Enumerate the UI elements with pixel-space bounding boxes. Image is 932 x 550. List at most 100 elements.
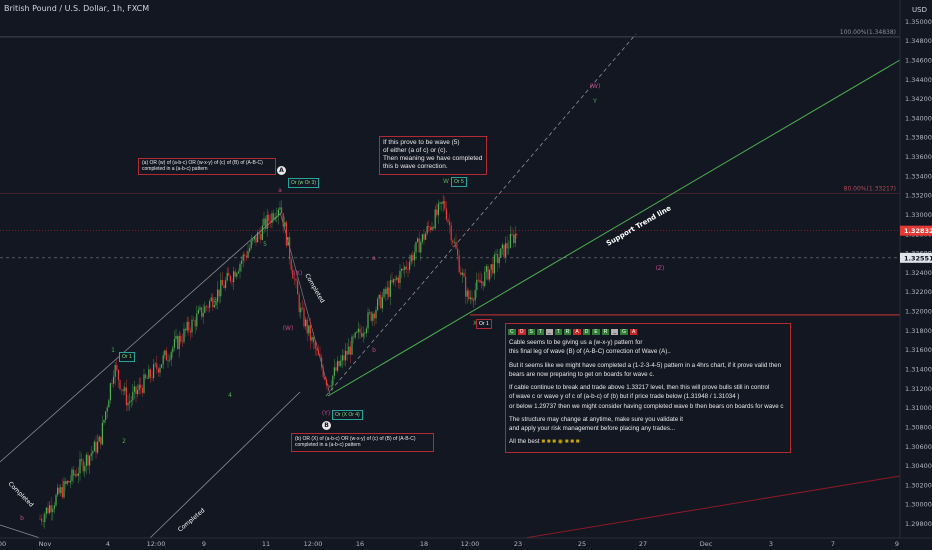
channel-lower-line <box>149 391 301 539</box>
candle-body <box>495 253 497 255</box>
candle-body <box>138 384 140 391</box>
candle-body <box>261 225 263 240</box>
candle-body <box>194 320 196 327</box>
candle-body <box>58 487 60 494</box>
candle-body <box>337 360 339 371</box>
time-axis[interactable]: 00 Nov 4 12:00 9 11 12:00 16 18 12:00 23 25 27 Dec 3 7 9 <box>0 537 932 548</box>
candle-body <box>452 240 454 243</box>
wave-label: (W) <box>590 83 601 90</box>
candle-body <box>295 278 297 281</box>
candle-body <box>461 272 463 275</box>
note-title-glyph: E <box>592 329 600 335</box>
price-tick: 1.34600 <box>905 56 932 64</box>
wave-label: b <box>20 515 24 522</box>
note-title-glyph: _ <box>611 329 619 335</box>
annotation-line: If this prove to be wave (5) <box>383 139 460 146</box>
candle-body <box>199 307 201 310</box>
trend-price-text: 1.32551 <box>904 254 932 262</box>
note-signoff-text: All the best <box>509 438 540 446</box>
candle-body <box>98 436 100 442</box>
candle-body <box>197 309 199 314</box>
candle-body <box>479 279 481 283</box>
candle-body <box>277 209 279 217</box>
candle-body <box>319 355 321 358</box>
wave-label: 3 <box>213 297 217 304</box>
candle-body <box>234 271 236 277</box>
dashed-projection-line <box>325 33 637 397</box>
candle-body <box>485 266 487 272</box>
time-tick: 16 <box>356 540 364 548</box>
price-axis-bg <box>900 0 932 550</box>
candle-body <box>361 332 363 337</box>
candle-body <box>370 312 372 321</box>
candle-body <box>311 337 313 341</box>
candle-body <box>89 455 91 466</box>
candle-body <box>354 332 356 338</box>
annotation-line: completed in a (a-b-c) pattern <box>142 166 208 173</box>
time-tick: 12:00 <box>461 540 480 548</box>
candle-body <box>41 518 43 522</box>
candle-body <box>396 277 398 280</box>
candle-body <box>386 287 388 295</box>
candle-body <box>173 338 175 348</box>
candle-body <box>279 207 281 210</box>
annotation-wave-a: (a) OR (w) of (a-b-c) OR (w-x-y) of (c) … <box>138 158 276 175</box>
channel-upper-line <box>0 213 281 463</box>
candle-body <box>492 264 494 274</box>
chart-grid <box>0 0 900 538</box>
candle-body <box>425 233 427 240</box>
candle-body <box>466 290 468 297</box>
candle-body <box>322 367 324 378</box>
price-tick: 1.32400 <box>905 269 932 277</box>
note-title-glyph: A <box>630 329 638 335</box>
candle-body <box>229 275 231 282</box>
candle-body <box>103 420 105 423</box>
candle-body <box>156 363 158 369</box>
candle-body <box>365 328 367 334</box>
price-tick: 1.33000 <box>905 211 932 219</box>
price-tick: 1.30400 <box>905 462 932 470</box>
candle-body <box>220 279 222 297</box>
candle-body <box>164 350 166 356</box>
candle-body <box>228 272 230 276</box>
candle-body <box>442 201 444 204</box>
note-title-glyph: O <box>517 329 526 335</box>
candle-body <box>63 481 65 498</box>
candle-body <box>100 436 102 445</box>
price-tick: 1.34000 <box>905 114 932 122</box>
candle-body <box>90 453 92 456</box>
wave-label: 2 <box>122 438 126 445</box>
candle-body <box>42 521 44 522</box>
candle-body <box>212 297 214 308</box>
candle-body <box>375 309 377 319</box>
candle-body <box>218 289 220 297</box>
candle-body <box>402 268 404 270</box>
candle-body <box>137 390 139 394</box>
candle-body <box>113 376 115 384</box>
candle-body <box>209 301 211 308</box>
candle-body <box>213 305 215 308</box>
candle-body <box>77 473 79 476</box>
candle-body <box>300 307 302 313</box>
time-tick: Nov <box>39 540 52 548</box>
candle-body <box>423 234 425 240</box>
candle-body <box>271 213 273 223</box>
candle-body <box>383 289 385 298</box>
candle-body <box>276 216 278 218</box>
candle-body <box>50 505 52 513</box>
price-axis[interactable]: 1.35000 1.34800 1.34600 1.34400 1.34200 1.340… <box>899 0 932 550</box>
candle-body <box>121 389 123 390</box>
candle-body <box>231 281 233 282</box>
candle-body <box>460 272 462 275</box>
candle-body <box>325 379 327 386</box>
note-line: But it seems like we might have complete… <box>509 361 782 369</box>
candle-body <box>301 307 303 309</box>
candle-body <box>447 219 449 222</box>
candle-body <box>484 271 486 287</box>
candle-body <box>73 469 75 476</box>
candle-body <box>335 367 337 371</box>
candle-body <box>457 248 459 256</box>
candle-body <box>49 505 51 513</box>
candle-body <box>381 297 383 309</box>
